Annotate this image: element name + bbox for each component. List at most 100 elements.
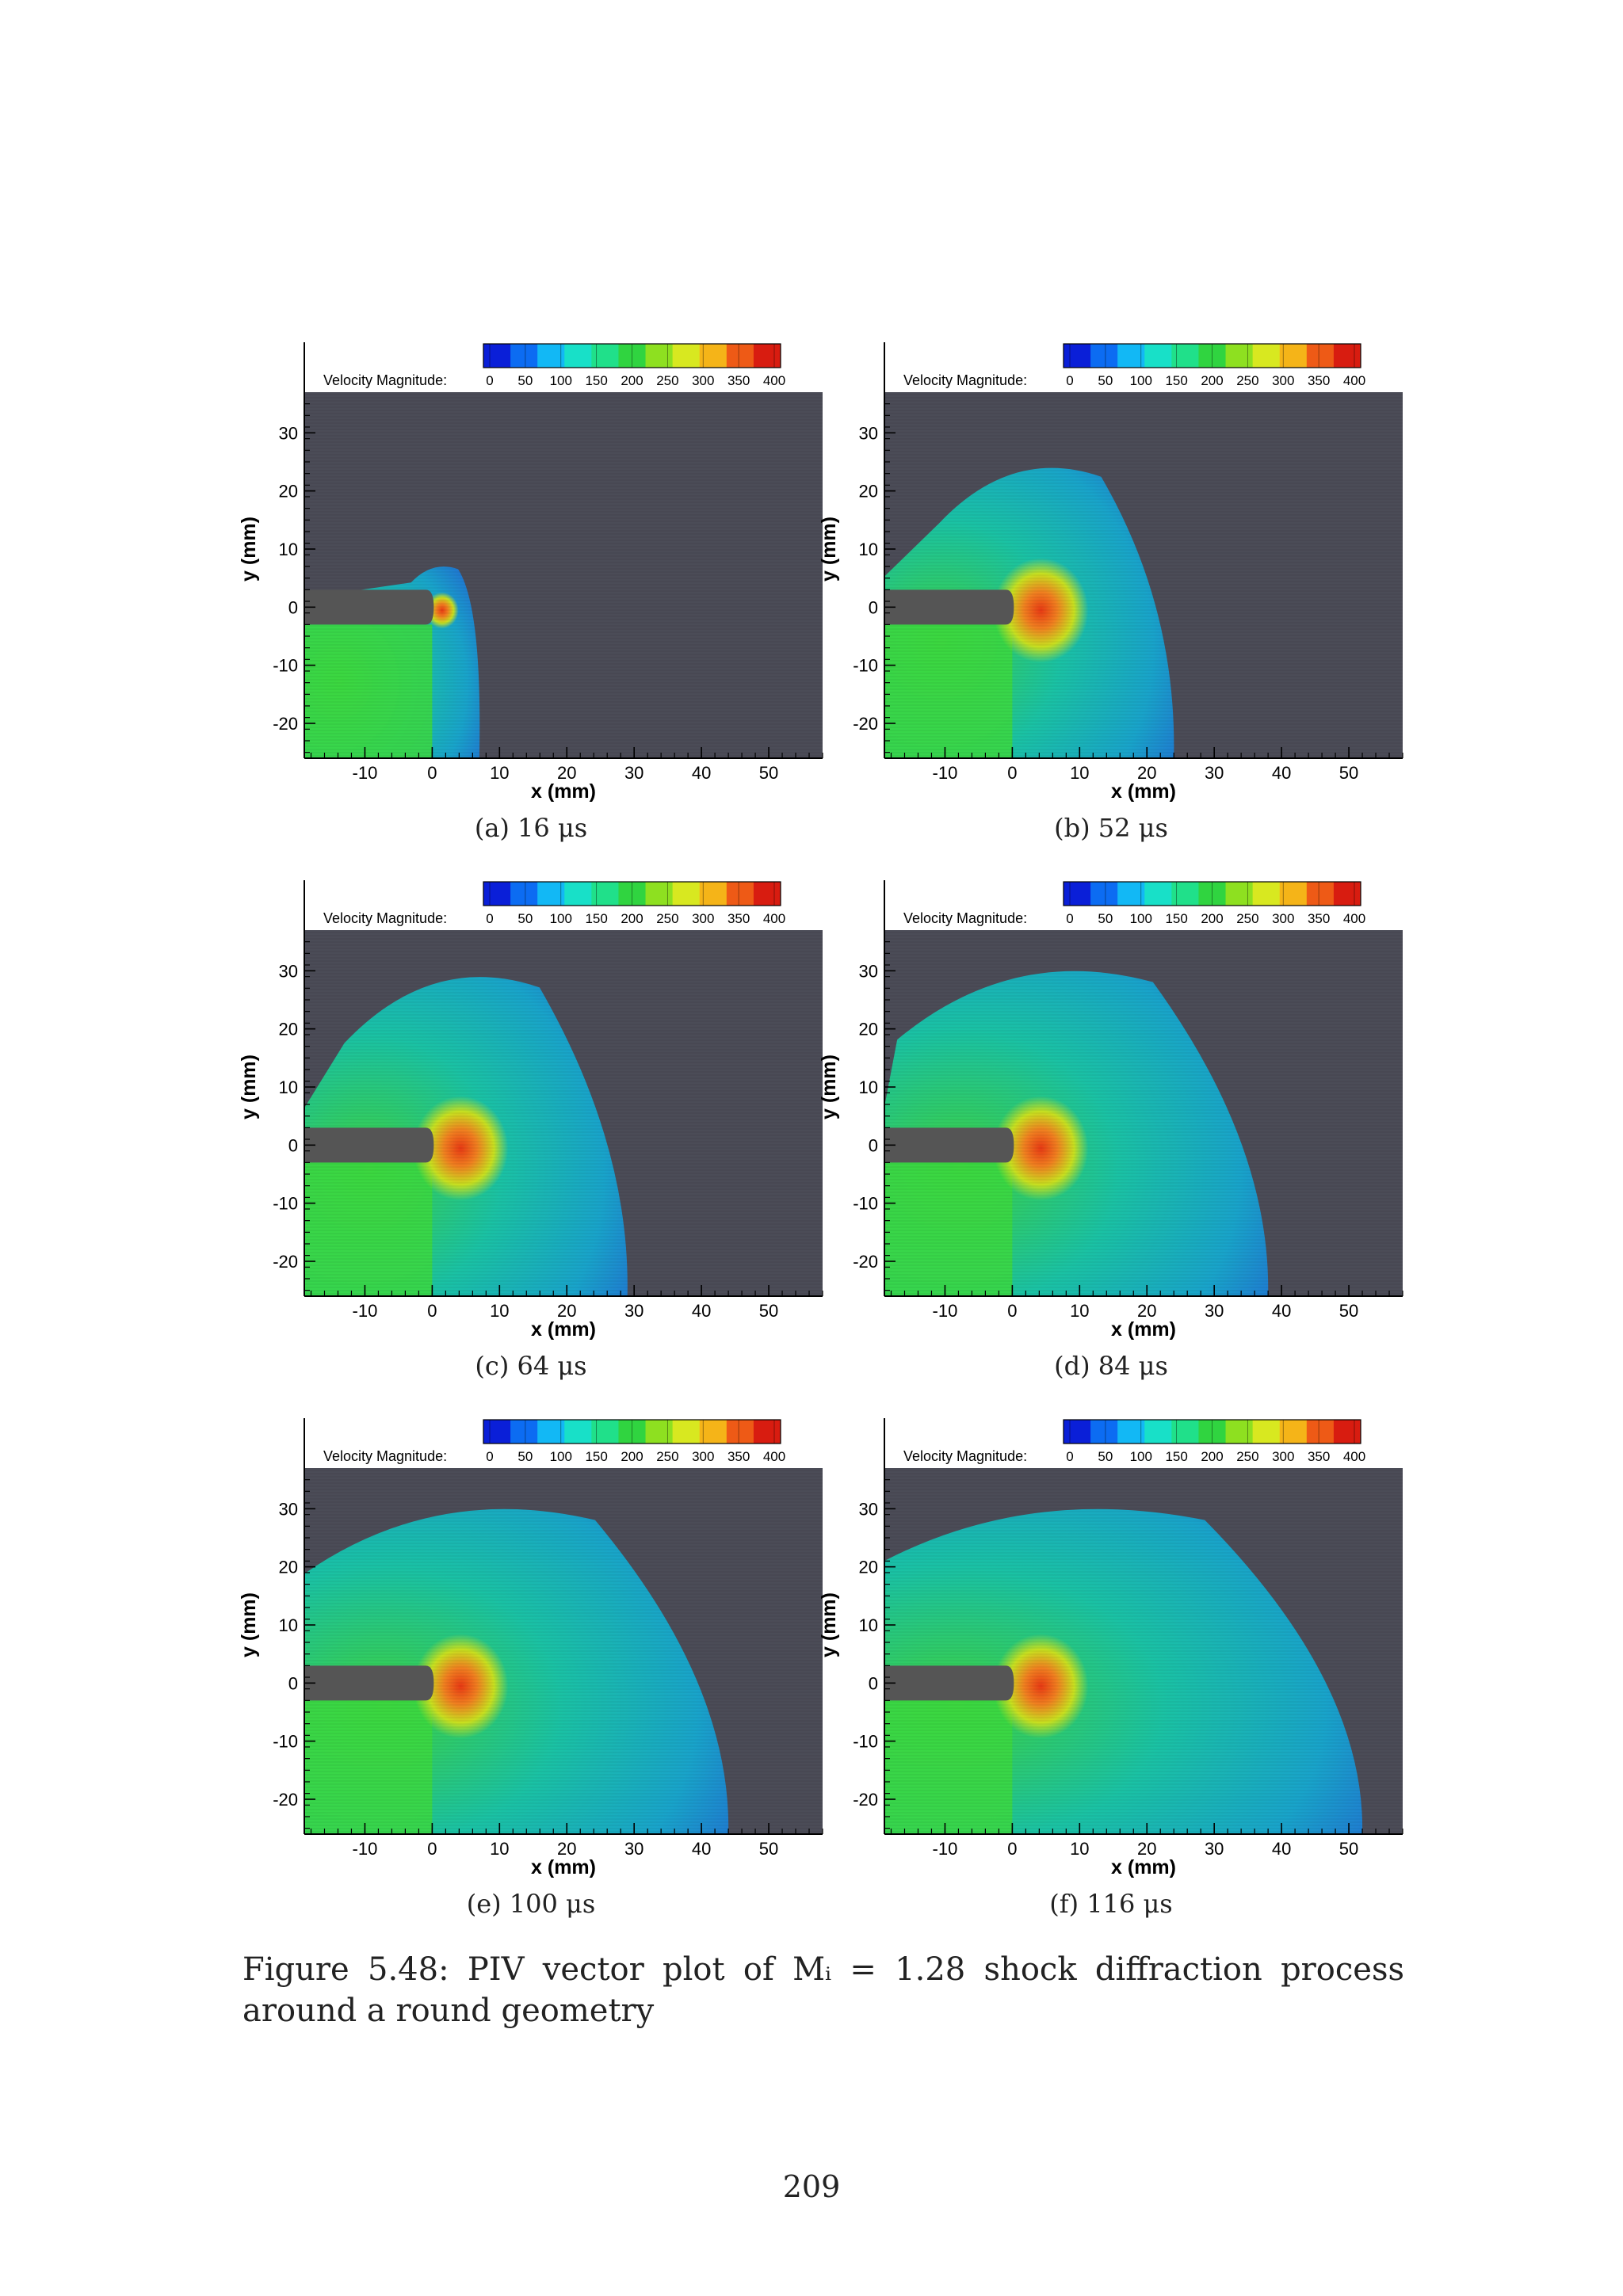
figure-caption-label: Figure 5.48:: [242, 1951, 449, 1988]
colorbar-tick-label: 350: [727, 1449, 750, 1464]
wall-geometry: [884, 1127, 1014, 1163]
caption-d: (d) 84 μs: [1054, 1351, 1168, 1381]
colorbar-tick-label: 50: [1098, 911, 1113, 926]
x-tick-label: -10: [933, 1301, 958, 1321]
colorbar-tick-label: 400: [763, 1449, 785, 1464]
y-tick-label: 0: [288, 1673, 298, 1693]
x-tick-label: 50: [1339, 1839, 1358, 1859]
x-tick-label: -10: [933, 763, 958, 783]
colorbar-segment: [1171, 1420, 1199, 1444]
colorbar-segment: [1064, 344, 1091, 368]
colorbar-segment: [1117, 1420, 1145, 1444]
x-tick-label: 10: [490, 1301, 509, 1321]
colorbar-segment: [672, 882, 701, 906]
colorbar-label: Velocity Magnitude:: [903, 1448, 1027, 1464]
colorbar-tick-label: 300: [1272, 911, 1294, 926]
colorbar-segment: [1090, 1420, 1118, 1444]
colorbar-segment: [699, 882, 727, 906]
x-tick-label: 50: [1339, 763, 1358, 783]
wall-geometry: [304, 1665, 434, 1701]
colorbar-segment: [1144, 882, 1172, 906]
y-tick-label: 10: [279, 540, 298, 559]
colorbar-tick-label: 150: [1165, 373, 1187, 388]
colorbar-segment: [1144, 1420, 1172, 1444]
colorbar-segment: [645, 1420, 674, 1444]
x-tick-label: 20: [557, 763, 576, 783]
y-tick-label: 30: [859, 423, 878, 443]
colorbar-tick-label: 200: [621, 1449, 643, 1464]
x-tick-label: 10: [1070, 1839, 1089, 1859]
colorbar-segment: [1090, 344, 1118, 368]
caption-c: (c) 64 μs: [475, 1351, 587, 1381]
colorbar-tick-label: 350: [727, 373, 750, 388]
y-tick-label: 0: [869, 597, 878, 617]
figure-caption-text: PIV vector plot of Mᵢ = 1.28 shock diffr…: [242, 1951, 1405, 2029]
colorbar-segment: [1252, 1420, 1281, 1444]
colorbar-tick-label: 300: [1272, 1449, 1294, 1464]
colorbar-segment: [537, 882, 565, 906]
x-axis-title: x (mm): [531, 780, 596, 803]
colorbar-segment: [1117, 882, 1145, 906]
colorbar-label: Velocity Magnitude:: [323, 372, 447, 388]
colorbar-segment: [564, 1420, 592, 1444]
figure-caption: Figure 5.48: PIV vector plot of Mᵢ = 1.2…: [242, 1949, 1404, 2031]
colorbar-tick-label: 150: [1165, 1449, 1187, 1464]
colorbar-segment: [1171, 344, 1199, 368]
y-tick-label: -20: [273, 1790, 298, 1810]
colorbar-segment: [483, 882, 511, 906]
colorbar-tick-label: 400: [1343, 911, 1365, 926]
y-tick-label: 10: [279, 1615, 298, 1635]
colorbar-tick-label: 100: [550, 373, 572, 388]
y-tick-label: -20: [273, 714, 298, 734]
wall-geometry: [884, 1665, 1014, 1701]
x-tick-label: 50: [759, 1839, 778, 1859]
colorbar-segment: [1090, 882, 1118, 906]
colorbar-tick-label: 250: [656, 1449, 678, 1464]
x-tick-label: 40: [692, 1839, 711, 1859]
vector-hatching: [884, 392, 1403, 758]
x-tick-label: 30: [1205, 763, 1224, 783]
colorbar-label: Velocity Magnitude:: [323, 910, 447, 926]
colorbar-tick-label: 50: [1098, 373, 1113, 388]
colorbar-segment: [510, 882, 538, 906]
colorbar-tick-label: 150: [585, 1449, 607, 1464]
colorbar-tick-label: 200: [1201, 373, 1223, 388]
y-tick-label: 20: [279, 1558, 298, 1577]
wall-geometry: [304, 1127, 434, 1163]
y-tick-label: -20: [853, 1252, 878, 1272]
x-tick-label: 0: [427, 1839, 437, 1859]
y-tick-label: -20: [853, 1790, 878, 1810]
y-tick-label: 20: [279, 1020, 298, 1039]
colorbar-tick-label: 200: [1201, 1449, 1223, 1464]
x-tick-label: -10: [353, 763, 378, 783]
colorbar-tick-label: 250: [1236, 911, 1258, 926]
x-tick-label: 30: [624, 1301, 643, 1321]
x-tick-label: 50: [759, 763, 778, 783]
colorbar-tick-label: 350: [727, 911, 750, 926]
y-tick-label: -10: [273, 1732, 298, 1752]
colorbar-segment: [1306, 882, 1335, 906]
colorbar-segment: [510, 1420, 538, 1444]
y-tick-label: 10: [859, 1615, 878, 1635]
velocity-field: [304, 930, 823, 1296]
y-tick-label: 30: [859, 1499, 878, 1519]
colorbar-segment: [1279, 344, 1308, 368]
y-tick-label: 10: [859, 540, 878, 559]
x-tick-label: 0: [1007, 1301, 1017, 1321]
colorbar-tick-label: 150: [585, 373, 607, 388]
velocity-field: [884, 930, 1403, 1296]
y-tick-label: 0: [288, 597, 298, 617]
panel-d: 30 20 10 0 -10 -20 -10 0 10 20 30 40 50 x (mm) y (mm) 0…: [818, 880, 1404, 1419]
y-tick-label: 0: [288, 1135, 298, 1155]
x-tick-label: 20: [1137, 1839, 1156, 1859]
y-tick-label: 10: [859, 1077, 878, 1097]
velocity-field: [304, 1468, 823, 1834]
colorbar-tick-label: 50: [517, 911, 533, 926]
colorbar-tick-label: 200: [1201, 911, 1223, 926]
vector-hatching: [304, 1468, 823, 1834]
colorbar-label: Velocity Magnitude:: [903, 372, 1027, 388]
velocity-field: [884, 392, 1403, 758]
panel-a: 30 20 10 0 -10 -20 -10 0 10 20 30 40 50 x (mm) y (mm) 0…: [238, 342, 824, 881]
